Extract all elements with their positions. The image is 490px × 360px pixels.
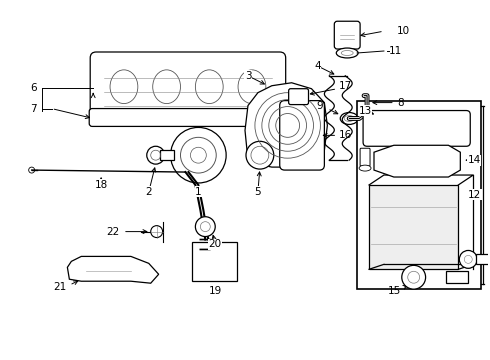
Text: 22: 22 [106, 226, 120, 237]
Circle shape [151, 226, 163, 238]
FancyBboxPatch shape [363, 111, 470, 146]
Text: 9: 9 [316, 100, 323, 111]
Text: 16: 16 [339, 130, 352, 140]
Text: 21: 21 [53, 282, 66, 292]
Polygon shape [369, 185, 458, 269]
Text: 6: 6 [30, 83, 37, 93]
Text: 15: 15 [388, 286, 401, 296]
Circle shape [147, 146, 165, 164]
Text: 11: 11 [389, 46, 402, 56]
Text: 17: 17 [339, 81, 352, 91]
Circle shape [246, 141, 274, 169]
Text: 4: 4 [314, 61, 321, 71]
Polygon shape [374, 145, 460, 177]
FancyBboxPatch shape [360, 148, 370, 166]
Text: 20: 20 [209, 239, 222, 249]
Ellipse shape [336, 48, 358, 58]
Ellipse shape [340, 113, 358, 125]
Text: 12: 12 [468, 190, 481, 200]
Polygon shape [245, 83, 327, 167]
FancyBboxPatch shape [90, 52, 286, 121]
Bar [476, 255, 490, 264]
Bar [160, 150, 173, 160]
Bar [357, 100, 481, 289]
Text: 14: 14 [467, 155, 481, 165]
FancyBboxPatch shape [89, 109, 287, 126]
Circle shape [196, 217, 215, 237]
Circle shape [402, 265, 426, 289]
Bar [446, 271, 468, 283]
Text: 18: 18 [95, 180, 108, 190]
Text: 13: 13 [359, 105, 372, 116]
Text: 10: 10 [397, 26, 410, 36]
Circle shape [29, 167, 35, 173]
Polygon shape [68, 256, 159, 283]
FancyBboxPatch shape [334, 21, 360, 49]
Circle shape [171, 127, 226, 183]
FancyBboxPatch shape [289, 89, 309, 105]
Text: 5: 5 [255, 187, 261, 197]
Text: 3: 3 [245, 71, 251, 81]
Text: 2: 2 [146, 187, 152, 197]
Text: 1: 1 [195, 187, 202, 197]
Text: 7: 7 [30, 104, 37, 113]
FancyBboxPatch shape [280, 100, 324, 170]
Bar [193, 242, 237, 281]
Text: 8: 8 [397, 98, 403, 108]
Circle shape [459, 251, 477, 268]
Ellipse shape [359, 165, 371, 171]
Text: 19: 19 [209, 286, 222, 296]
